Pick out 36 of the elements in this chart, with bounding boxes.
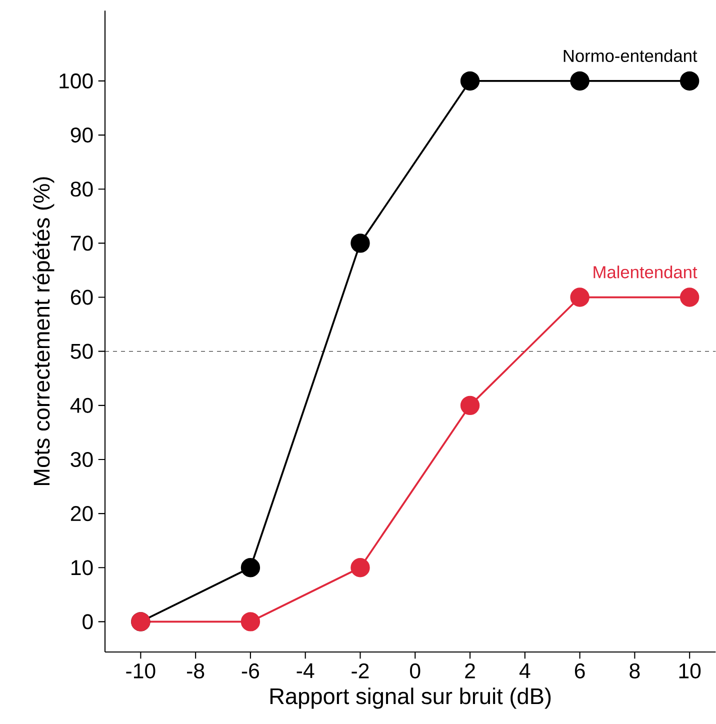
y-tick-label: 70 [70, 236, 93, 251]
x-axis-title: Rapport signal sur bruit (dB) [270, 688, 551, 709]
x-tick-label: 6 [574, 663, 585, 678]
y-tick-label: 100 [60, 73, 93, 89]
y-tick-label: 80 [70, 182, 93, 197]
y-axis-title: Mots correctement répétés (%) [32, 177, 54, 486]
point [240, 612, 260, 632]
point [350, 234, 370, 253]
y-tick-label: 0 [82, 614, 93, 630]
point [460, 71, 480, 91]
x-tick-label: -2 [352, 663, 369, 678]
y-tick-label: 30 [70, 452, 93, 468]
x-tick-label: -4 [296, 663, 314, 678]
y-tick-label: 10 [72, 560, 93, 576]
series-label: Malentendant [594, 266, 698, 278]
point [460, 396, 480, 416]
x-tick-label: 10 [679, 663, 701, 678]
x-tick-label: -8 [187, 663, 204, 678]
point [240, 558, 260, 578]
x-tick-label: -10 [126, 663, 156, 678]
x-tick-label: 0 [410, 663, 420, 678]
y-tick-label: 60 [70, 290, 93, 305]
point [570, 288, 590, 307]
x-tick-label: 4 [519, 663, 530, 678]
series-label: Normo-entendant [564, 49, 698, 62]
point [680, 71, 700, 91]
y-tick-label: 40 [70, 398, 93, 413]
point [570, 71, 590, 91]
y-tick-label: 20 [70, 506, 93, 522]
y-tick-label: 50 [70, 344, 93, 359]
point [680, 288, 700, 307]
y-tick-label: 90 [70, 127, 93, 143]
x-tick-label: 2 [465, 663, 475, 678]
point [350, 558, 370, 578]
x-tick-label: 8 [630, 663, 640, 678]
x-tick-label: -6 [242, 663, 259, 678]
